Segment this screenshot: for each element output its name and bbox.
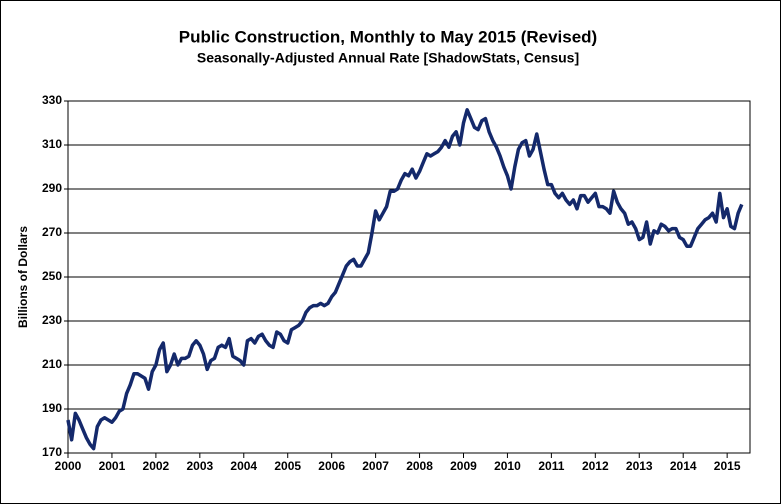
- x-tick-label: 2014: [670, 459, 697, 473]
- x-tick-label: 2015: [714, 459, 741, 473]
- x-tick-label: 2003: [186, 459, 213, 473]
- x-tick-label: 2004: [230, 459, 257, 473]
- x-tick-label: 2002: [143, 459, 170, 473]
- x-tick-label: 2011: [538, 459, 564, 473]
- x-tick-label: 2008: [406, 459, 433, 473]
- x-tick-label: 2005: [274, 459, 301, 473]
- y-tick-label: 190: [42, 401, 62, 415]
- x-tick-label: 2007: [362, 459, 389, 473]
- y-tick-label: 210: [42, 357, 62, 371]
- x-tick-label: 2006: [318, 459, 345, 473]
- x-tick-label: 2010: [494, 459, 521, 473]
- x-tick-label: 2012: [582, 459, 609, 473]
- y-tick-label: 270: [42, 225, 62, 239]
- y-tick-label: 230: [42, 313, 62, 327]
- x-tick-label: 2013: [626, 459, 653, 473]
- x-tick-label: 2009: [450, 459, 477, 473]
- y-tick-label: 330: [42, 93, 62, 107]
- plot-border: [67, 100, 751, 454]
- chart-subtitle: Seasonally-Adjusted Annual Rate [ShadowS…: [197, 50, 579, 66]
- x-tick-label: 2000: [55, 459, 82, 473]
- data-line: [66, 108, 744, 451]
- chart-title: Public Construction, Monthly to May 2015…: [179, 27, 597, 46]
- y-tick-label: 290: [42, 181, 62, 195]
- y-axis-label: Billions of Dollars: [16, 226, 30, 328]
- y-tick-label: 170: [42, 445, 62, 459]
- x-tick-label: 2001: [99, 459, 126, 473]
- y-tick-label: 310: [42, 137, 62, 151]
- y-tick-label: 250: [42, 269, 62, 283]
